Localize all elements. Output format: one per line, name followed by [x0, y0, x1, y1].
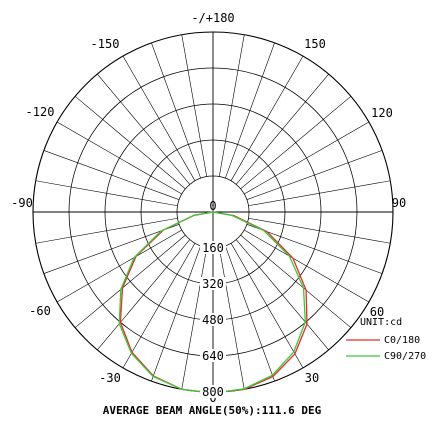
angle-label-neg30: -30	[99, 371, 121, 385]
grid-spoke-300	[56, 229, 182, 303]
grid-spoke-350	[181, 247, 208, 390]
grid-spoke-70	[246, 224, 383, 274]
unit-label: UNIT:cd	[360, 317, 402, 328]
grid-spoke-30	[230, 243, 304, 369]
angle-label-120: 120	[371, 106, 393, 120]
angle-label-90: 90	[392, 196, 406, 210]
grid-spoke-210	[122, 55, 196, 181]
series-curve-c90-270	[118, 211, 306, 394]
grid-spoke-40	[235, 239, 329, 351]
radial-tick-label: 160	[202, 241, 224, 255]
grid-spoke-190	[181, 34, 208, 177]
angle-label-neg120: -120	[26, 105, 55, 119]
radial-tick-label: 320	[202, 277, 224, 291]
angle-label-150: 150	[304, 37, 326, 51]
grid-spoke-220	[97, 73, 191, 185]
grid-spoke-110	[246, 150, 383, 200]
grid-spoke-150	[230, 55, 304, 181]
angle-label-180: -/+180	[191, 11, 234, 25]
radial-tick-label-bg	[200, 313, 226, 326]
grid-spoke-170	[218, 34, 245, 177]
radial-tick-labels: 0 160 320 480 640 800	[200, 199, 226, 399]
angle-label-60: 60	[370, 305, 384, 319]
grid-spoke-10	[218, 247, 245, 390]
angle-label-30: 30	[305, 371, 319, 385]
average-beam-angle-footer: AVERAGE BEAM ANGLE(50%):111.6 DEG	[103, 404, 322, 417]
grid-spoke-160	[225, 42, 275, 179]
grid-spoke-130	[240, 96, 352, 190]
legend-label-c0-180: C0/180	[384, 335, 420, 346]
angle-label-neg60: -60	[29, 304, 51, 318]
grid-spoke-200	[151, 42, 201, 179]
series-curve-c0-180	[119, 211, 308, 394]
grid-spoke-240	[56, 121, 182, 195]
grid-spoke-140	[235, 73, 329, 185]
grid-spoke-60	[244, 229, 370, 303]
legend: UNIT:cd C0/180 C90/270	[346, 317, 426, 362]
radial-tick-label: 640	[202, 349, 224, 363]
grid-spoke-310	[74, 234, 186, 328]
angle-label-neg150: -150	[91, 37, 120, 51]
grid-spoke-330	[122, 243, 196, 369]
radial-tick-label-bg	[200, 277, 226, 290]
grid-spoke-250	[43, 150, 180, 200]
grid-spoke-320	[97, 239, 191, 351]
radial-tick-label: 0	[209, 199, 216, 213]
radial-tick-label-bg	[200, 385, 226, 398]
grid-spoke-20	[225, 245, 275, 382]
grid-spoke-80	[248, 217, 391, 244]
radial-tick-label: 480	[202, 313, 224, 327]
angle-label-neg90: -90	[11, 196, 33, 210]
grid-spoke-50	[240, 234, 352, 328]
radial-tick-label-bg	[200, 349, 226, 362]
grid-spoke-120	[244, 121, 370, 195]
legend-label-c90-270: C90/270	[384, 351, 426, 362]
grid-spoke-230	[74, 96, 186, 190]
grid-spoke-340	[151, 245, 201, 382]
grid-spoke-280	[35, 217, 178, 244]
radial-tick-label-bg	[200, 241, 226, 254]
grid-spoke-100	[248, 180, 391, 207]
radial-tick-label: 800	[202, 385, 224, 399]
grid-spoke-290	[43, 224, 180, 274]
grid-spoke-260	[35, 180, 178, 207]
